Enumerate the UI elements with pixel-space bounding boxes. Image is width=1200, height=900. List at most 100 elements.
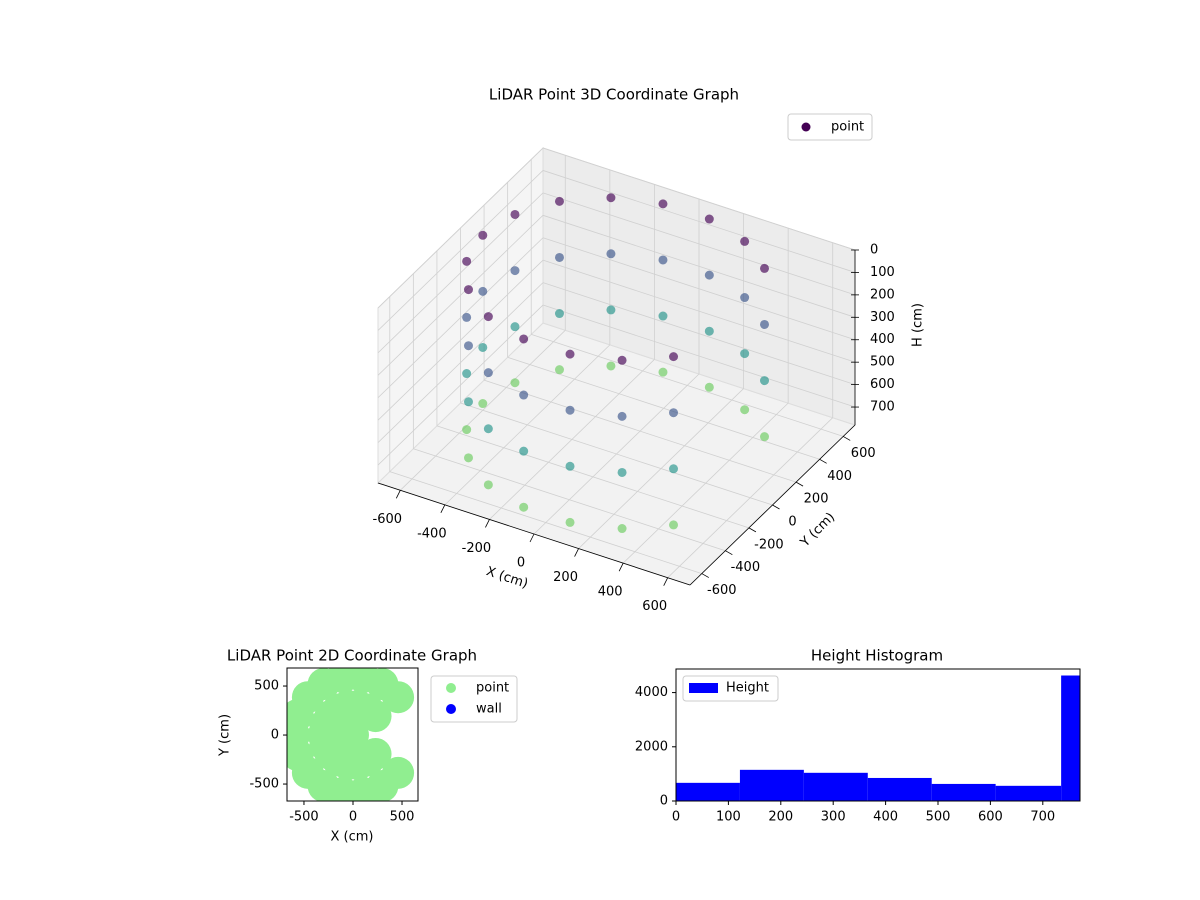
bar bbox=[867, 777, 932, 801]
data-point bbox=[669, 352, 679, 362]
data-point bbox=[462, 312, 472, 322]
data-point bbox=[565, 349, 575, 359]
x-tick-label: -500 bbox=[289, 810, 319, 825]
data-point bbox=[740, 405, 750, 415]
grid-line bbox=[389, 471, 702, 574]
data-point bbox=[704, 270, 714, 280]
legend-marker bbox=[801, 122, 811, 132]
data-point bbox=[478, 286, 488, 296]
axis-line bbox=[377, 482, 691, 586]
data-point bbox=[704, 214, 714, 224]
grid-line bbox=[542, 259, 856, 363]
data-point bbox=[478, 399, 488, 409]
data-point bbox=[519, 502, 529, 512]
data-point bbox=[554, 252, 564, 262]
grid-line bbox=[542, 282, 856, 385]
legend-box bbox=[682, 675, 779, 702]
z-tick-label: 100 bbox=[870, 265, 895, 280]
grid-line bbox=[377, 215, 544, 376]
grid-line bbox=[377, 304, 544, 466]
x-tick-label: 400 bbox=[598, 585, 623, 600]
tick-mark bbox=[701, 573, 709, 578]
z-tick-label: 500 bbox=[870, 355, 895, 370]
chart-title: Height Histogram bbox=[811, 647, 943, 665]
y-tick-label: 0 bbox=[660, 794, 668, 809]
tick-mark bbox=[395, 490, 401, 499]
data-point bbox=[478, 342, 488, 352]
tick-mark bbox=[843, 436, 851, 441]
data-point bbox=[740, 349, 750, 359]
data-point bbox=[483, 312, 493, 322]
grid-line bbox=[531, 334, 844, 437]
x-tick-label: 200 bbox=[768, 810, 793, 825]
data-point bbox=[483, 424, 493, 434]
y-axis-label: Y (cm) bbox=[218, 714, 233, 757]
tick-mark bbox=[618, 562, 624, 572]
data-point bbox=[510, 322, 520, 332]
data-point bbox=[510, 209, 520, 219]
x-tick-label: -400 bbox=[417, 526, 447, 541]
data-point bbox=[463, 453, 473, 463]
z-tick-label: 300 bbox=[870, 310, 895, 325]
z-axis-label: H (cm) bbox=[911, 303, 926, 347]
grid-line bbox=[542, 192, 856, 296]
data-point bbox=[483, 480, 493, 490]
y-tick-label: -600 bbox=[707, 583, 737, 598]
tick-mark bbox=[795, 481, 804, 487]
bar bbox=[739, 769, 804, 801]
bar bbox=[1061, 675, 1080, 801]
y-tick-label: -200 bbox=[754, 537, 784, 552]
data-point bbox=[760, 376, 770, 386]
y-tick-label: 600 bbox=[851, 446, 876, 461]
y-tick-label: -400 bbox=[731, 560, 761, 575]
data-point bbox=[565, 517, 575, 527]
z-tick-label: 700 bbox=[870, 400, 895, 415]
axis-line bbox=[689, 424, 856, 586]
data-point bbox=[617, 411, 627, 421]
grid-line bbox=[542, 237, 856, 341]
data-point bbox=[740, 293, 750, 303]
legend-marker bbox=[689, 683, 718, 693]
z-tick-label: 400 bbox=[870, 332, 895, 347]
x-axis-label: X (cm) bbox=[331, 830, 374, 845]
tick-mark bbox=[529, 533, 535, 543]
x-tick-label: 0 bbox=[672, 810, 680, 825]
grid-line bbox=[377, 237, 544, 399]
x-tick-label: 400 bbox=[873, 810, 898, 825]
tick-mark bbox=[725, 550, 733, 556]
data-point bbox=[606, 193, 616, 203]
grid-line bbox=[460, 402, 773, 506]
grid-line bbox=[377, 147, 544, 309]
bar bbox=[803, 772, 868, 801]
data-point bbox=[462, 256, 472, 266]
grid-line bbox=[483, 379, 797, 483]
x-tick-label: 100 bbox=[716, 810, 741, 825]
data-point bbox=[554, 365, 564, 375]
tick-mark bbox=[485, 519, 490, 528]
grid-line bbox=[436, 425, 750, 529]
data-point bbox=[606, 249, 616, 259]
chart-title: LiDAR Point 2D Coordinate Graph bbox=[227, 647, 477, 665]
data-point bbox=[359, 737, 392, 770]
x-tick-label: 300 bbox=[821, 810, 846, 825]
legend-label: wall bbox=[476, 702, 502, 717]
x-tick-label: -200 bbox=[462, 541, 492, 556]
data-point bbox=[510, 266, 520, 276]
data-point bbox=[478, 230, 488, 240]
data-point bbox=[617, 467, 627, 477]
tick-mark bbox=[663, 577, 669, 586]
bar bbox=[995, 785, 1062, 801]
axes-frame bbox=[675, 668, 1081, 802]
chart-title: LiDAR Point 3D Coordinate Graph bbox=[489, 86, 739, 104]
y-tick-label: -500 bbox=[249, 777, 279, 792]
data-point bbox=[519, 446, 529, 456]
legend-marker bbox=[446, 704, 456, 714]
data-point bbox=[658, 367, 668, 377]
data-point bbox=[658, 255, 668, 265]
legend-marker bbox=[446, 683, 456, 693]
data-point bbox=[565, 405, 575, 415]
data-point bbox=[740, 236, 750, 246]
legend-label: point bbox=[476, 681, 509, 696]
data-point bbox=[606, 305, 616, 315]
data-point bbox=[617, 355, 627, 365]
